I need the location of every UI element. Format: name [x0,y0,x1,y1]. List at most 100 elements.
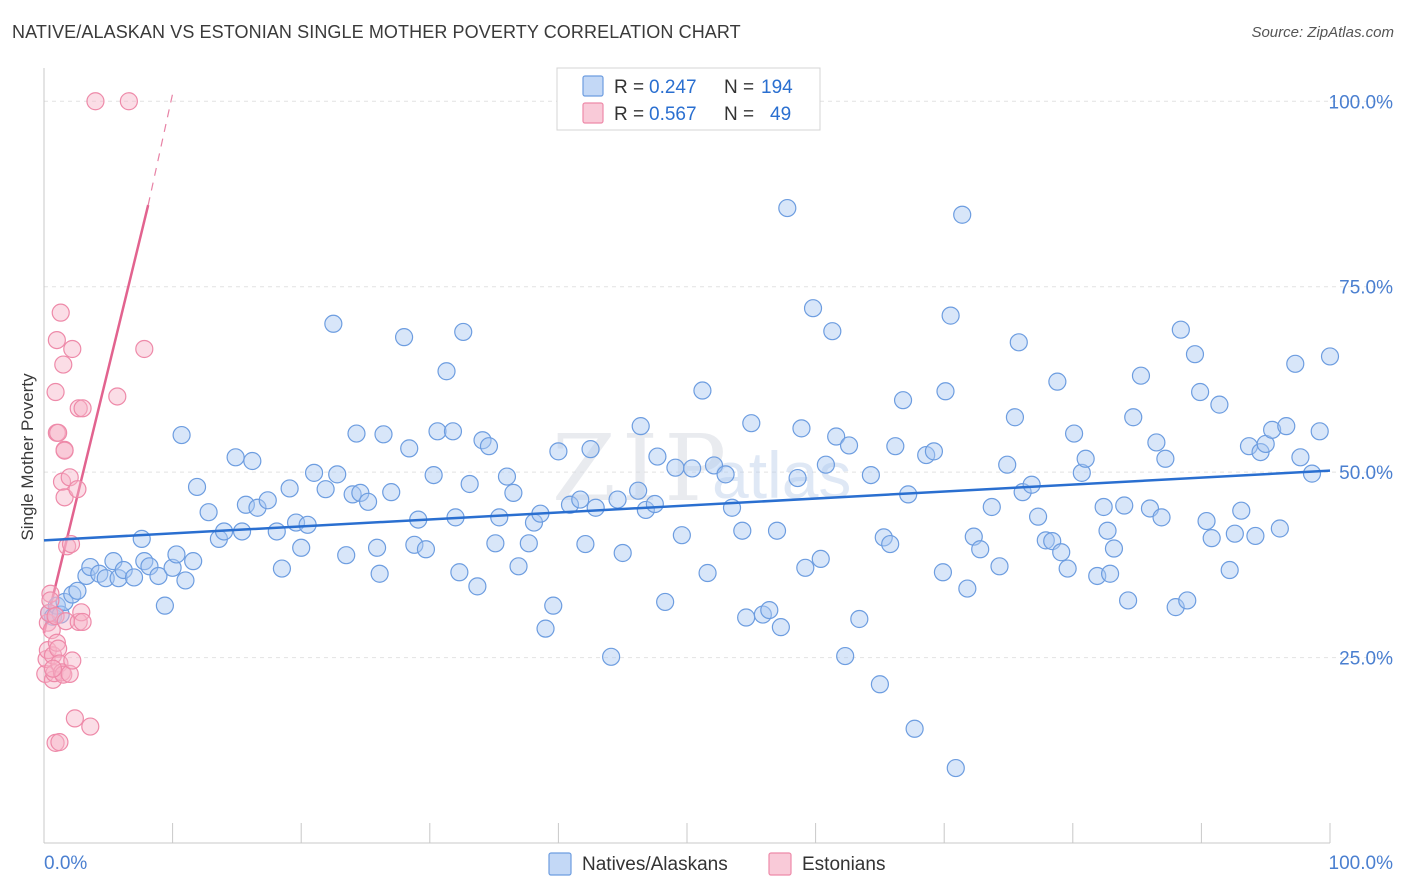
natives-point [631,417,650,436]
estonians-point [73,612,92,632]
natives-point [850,609,869,629]
y-tick-label: 75.0% [1339,278,1393,299]
natives-point [666,458,685,477]
natives-point [870,675,890,694]
legend-r-label-2: R = [614,104,644,125]
natives-point [1028,507,1048,526]
natives-point [811,549,830,569]
grid-lines [44,100,1392,659]
natives-point [155,596,174,615]
natives-point [504,483,523,502]
natives-point [1058,559,1077,578]
estonians-point [41,591,60,610]
natives-point [454,322,473,342]
natives-point [324,314,343,333]
natives-point [796,558,815,577]
natives-point [1005,408,1025,427]
natives-point [163,558,182,577]
natives-point [792,419,811,438]
natives-point [96,569,115,588]
natives-point [549,442,568,461]
natives-point [881,534,900,554]
natives-point [982,497,1001,517]
natives-point [243,451,262,471]
natives-point [683,459,702,478]
natives-point [1191,382,1210,402]
natives-point [184,552,203,571]
natives-point [698,563,717,583]
natives-point [536,619,555,638]
natives-point [737,608,756,627]
x-tick-label: 0.0% [44,853,87,874]
natives-point [167,545,186,564]
natives-point [1197,511,1216,531]
natives-point [1232,501,1251,520]
natives-point [267,522,286,541]
y-axis-label: Single Mother Poverty [18,373,37,541]
natives-point [1100,564,1120,583]
estonians-point [119,92,138,111]
natives-point [1302,464,1322,483]
natives-point [1225,524,1244,543]
natives-point [437,362,456,381]
x-tick-label: 100.0% [1329,853,1394,874]
natives-point [81,557,100,577]
estonians-point [81,717,100,736]
natives-point [149,566,168,586]
natives-point [933,563,953,582]
natives-point [788,468,807,488]
natives-point [124,568,144,587]
natives-point [400,439,419,458]
natives-point [1220,560,1239,580]
natives-point [135,552,154,571]
natives-point [1094,497,1113,517]
estonians-point [72,603,91,622]
natives-point [998,455,1017,474]
natives-point [1131,366,1151,385]
natives-point [519,534,538,553]
estonians-point [49,423,68,442]
x-tick-labels: 0.0% 100.0% [44,853,1393,874]
natives-point [971,540,990,559]
legend-n-value-2: 49 [770,104,791,125]
natives-point [1178,591,1197,610]
natives-point [1320,347,1340,366]
bottom-legend: Natives/Alaskans Estonians [548,852,885,876]
estonians-point [108,387,127,406]
natives-point [490,508,509,527]
natives-point [576,534,595,554]
natives-point [1291,448,1310,467]
natives-point [803,299,823,318]
natives-point [226,448,245,467]
natives-point [958,579,977,598]
natives-point [416,540,436,559]
natives-point [941,306,960,325]
natives-point [767,521,787,540]
natives-point [258,491,277,510]
legend-swatch-estonians [582,102,604,124]
estonians-points [36,92,154,752]
natives-point [280,479,299,498]
natives-point [328,465,347,484]
natives-point [861,465,880,485]
natives-point [953,205,972,224]
estonians-point [46,382,65,402]
natives-point [1009,333,1028,352]
estonians-point [51,303,70,322]
natives-point [1152,508,1171,527]
natives-point [636,500,655,520]
natives-point [836,646,855,666]
natives-point [1156,449,1175,468]
natives-point [55,592,74,612]
natives-point [236,495,256,514]
estonians-point [68,480,87,499]
natives-point [394,328,414,347]
natives-point [946,758,965,778]
legend-r-label-1: R = [614,77,644,98]
natives-point [1048,372,1067,391]
natives-point [187,477,207,497]
estonians-point [50,733,69,752]
estonians-trend [42,93,174,634]
natives-point [874,528,893,547]
